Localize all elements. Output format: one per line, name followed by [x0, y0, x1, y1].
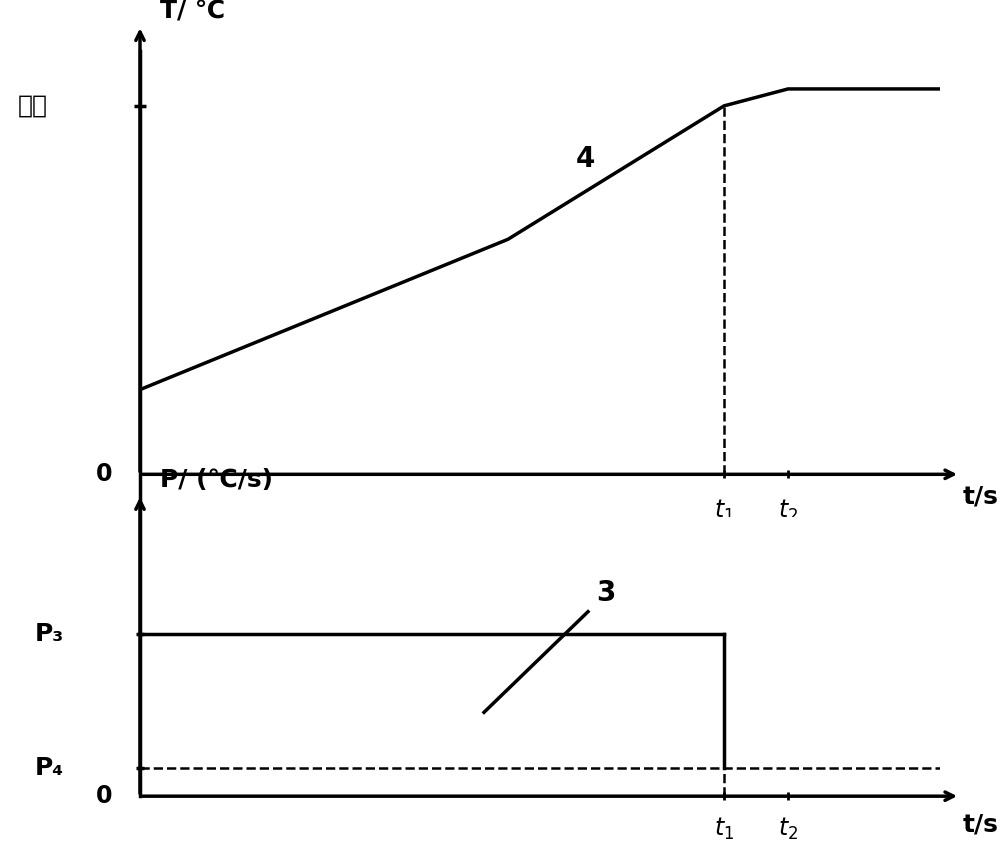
Text: P₄: P₄ [35, 756, 64, 780]
Text: $t_1$: $t_1$ [714, 816, 734, 842]
Text: P/ (℃/s): P/ (℃/s) [160, 468, 273, 491]
Text: 0: 0 [96, 462, 112, 486]
Text: 4: 4 [576, 146, 595, 174]
Text: P₃: P₃ [35, 622, 64, 646]
Text: $t_1$: $t_1$ [714, 497, 734, 523]
Text: 0: 0 [96, 784, 112, 808]
Text: $t_2$: $t_2$ [778, 497, 798, 523]
Text: t/s: t/s [962, 813, 998, 837]
Text: t/s: t/s [962, 484, 998, 509]
Text: 沸点: 沸点 [18, 94, 48, 118]
Text: $t_2$: $t_2$ [778, 816, 798, 842]
Text: T/ ℃: T/ ℃ [160, 0, 225, 24]
Text: 3: 3 [596, 579, 615, 606]
